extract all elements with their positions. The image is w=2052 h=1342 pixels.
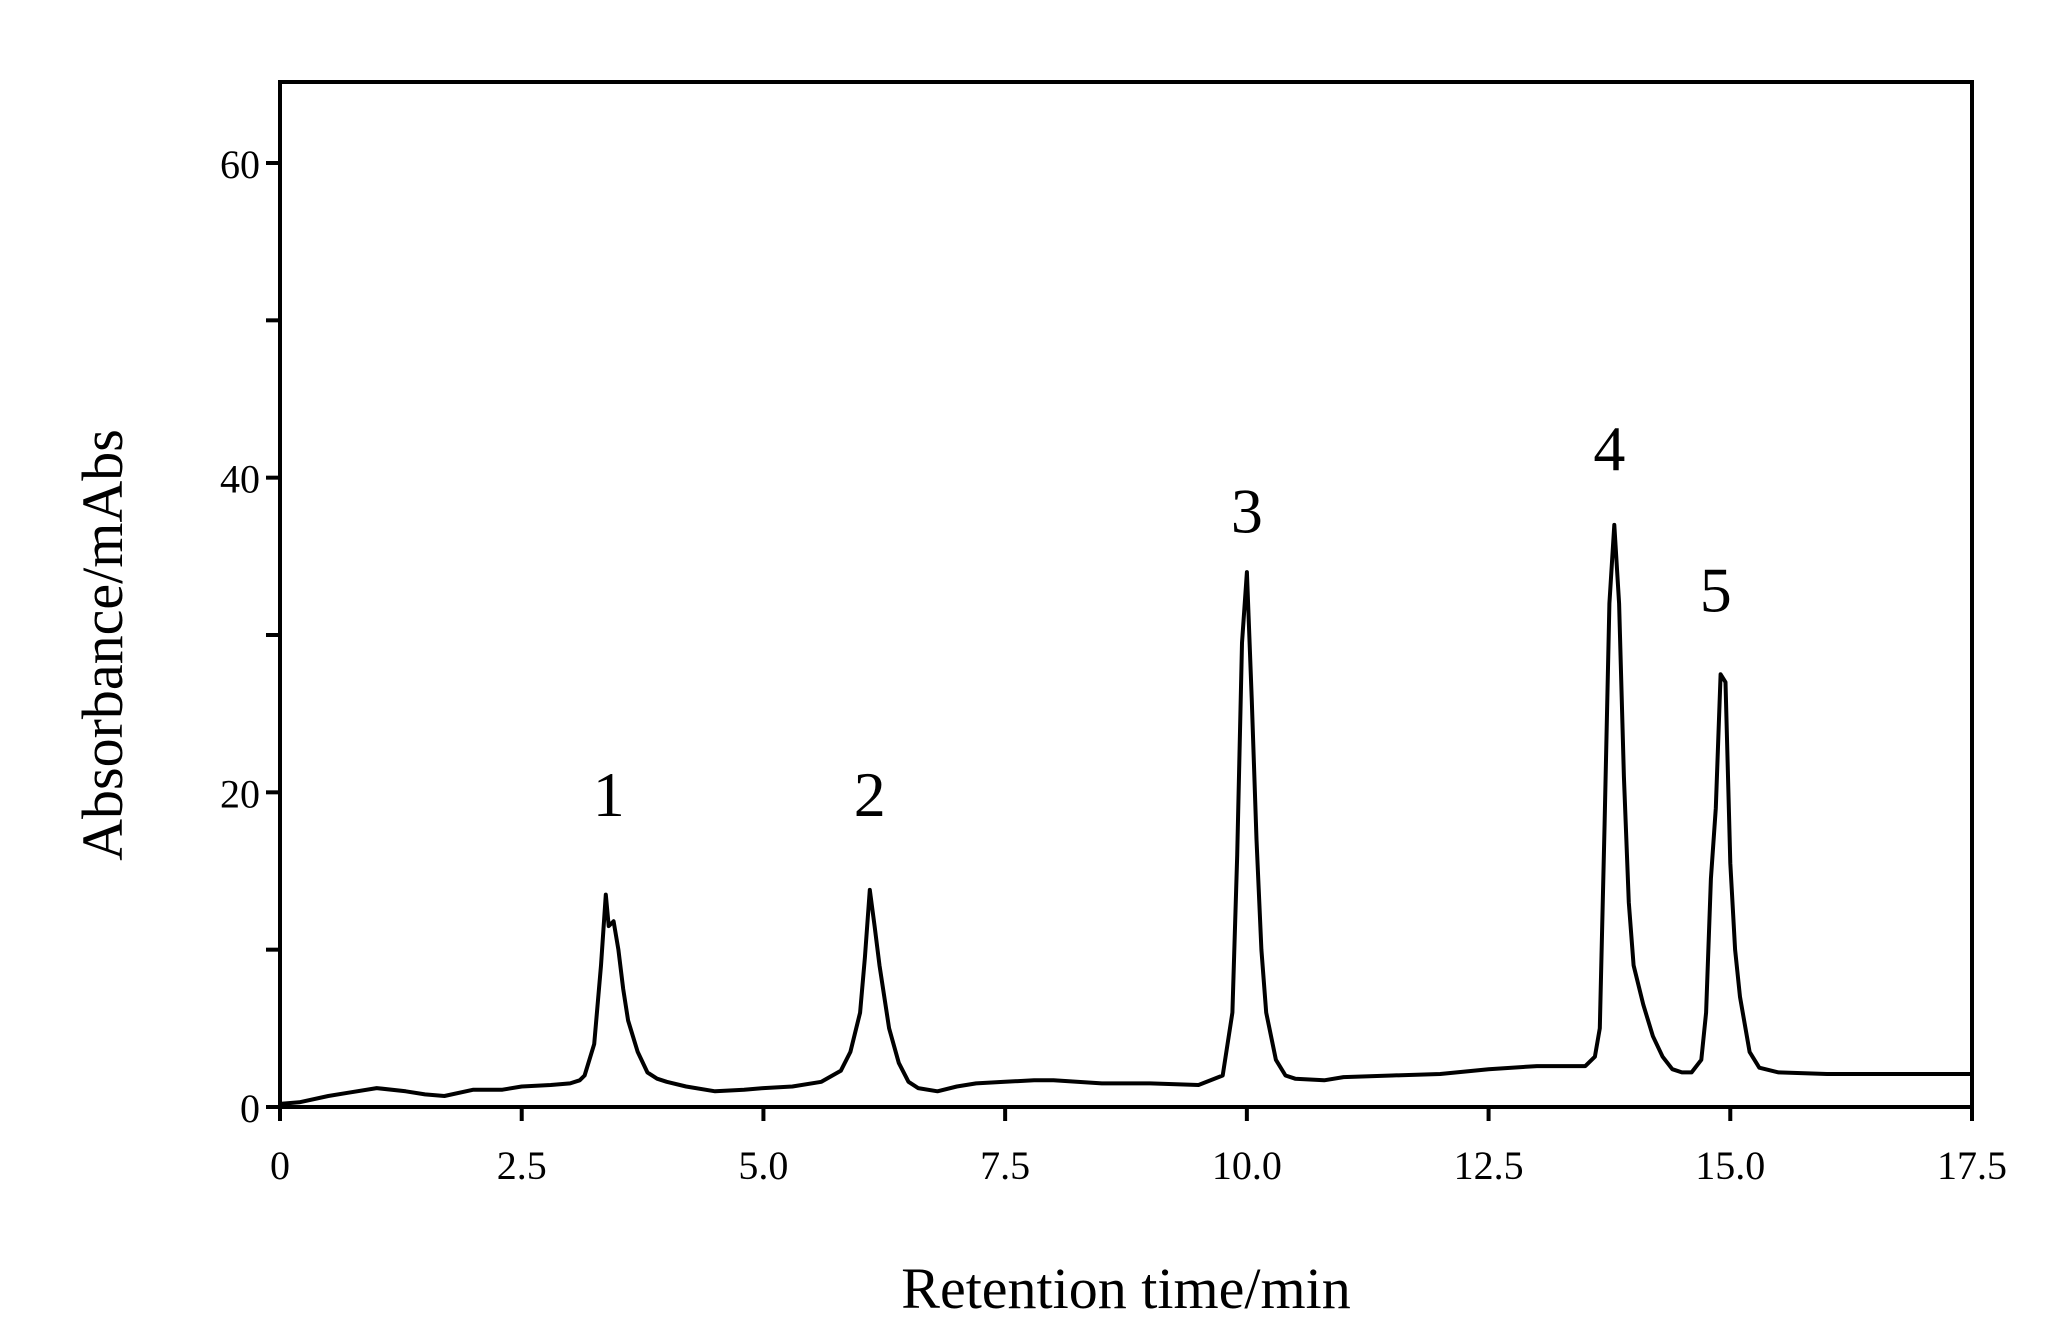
- x-axis-title: Retention time/min: [901, 1256, 1350, 1321]
- x-tick-label: 0: [270, 1143, 290, 1188]
- y-tick-label: 60: [220, 142, 260, 187]
- y-tick-label: 0: [240, 1086, 260, 1131]
- peak-label: 5: [1700, 554, 1732, 625]
- x-tick-label: 15.0: [1695, 1143, 1765, 1188]
- y-tick-label: 40: [220, 457, 260, 502]
- peak-label: 4: [1593, 413, 1625, 484]
- x-tick-label: 10.0: [1212, 1143, 1282, 1188]
- peak-labels: 1 2 3 4 5: [593, 413, 1732, 830]
- plot-frame: [278, 80, 1974, 1109]
- chromatogram-trace: [279, 522, 1972, 1106]
- peak-label: 1: [593, 759, 625, 830]
- peak-label: 3: [1231, 476, 1263, 547]
- x-tick-label: 7.5: [980, 1143, 1030, 1188]
- y-tick-label: 20: [220, 771, 260, 816]
- y-axis-title: Absorbance/mAbs: [70, 429, 135, 861]
- y-axis-ticks: 0 20 40 60: [220, 142, 280, 1131]
- x-tick-label: 12.5: [1454, 1143, 1524, 1188]
- x-tick-label: 2.5: [497, 1143, 547, 1188]
- x-tick-label: 5.0: [738, 1143, 788, 1188]
- peak-label: 2: [854, 759, 886, 830]
- x-tick-label: 17.5: [1937, 1143, 2007, 1188]
- x-axis-ticks: 0 2.5 5.0 7.5 10.0 12.5 15.0 17.5: [270, 1107, 2007, 1188]
